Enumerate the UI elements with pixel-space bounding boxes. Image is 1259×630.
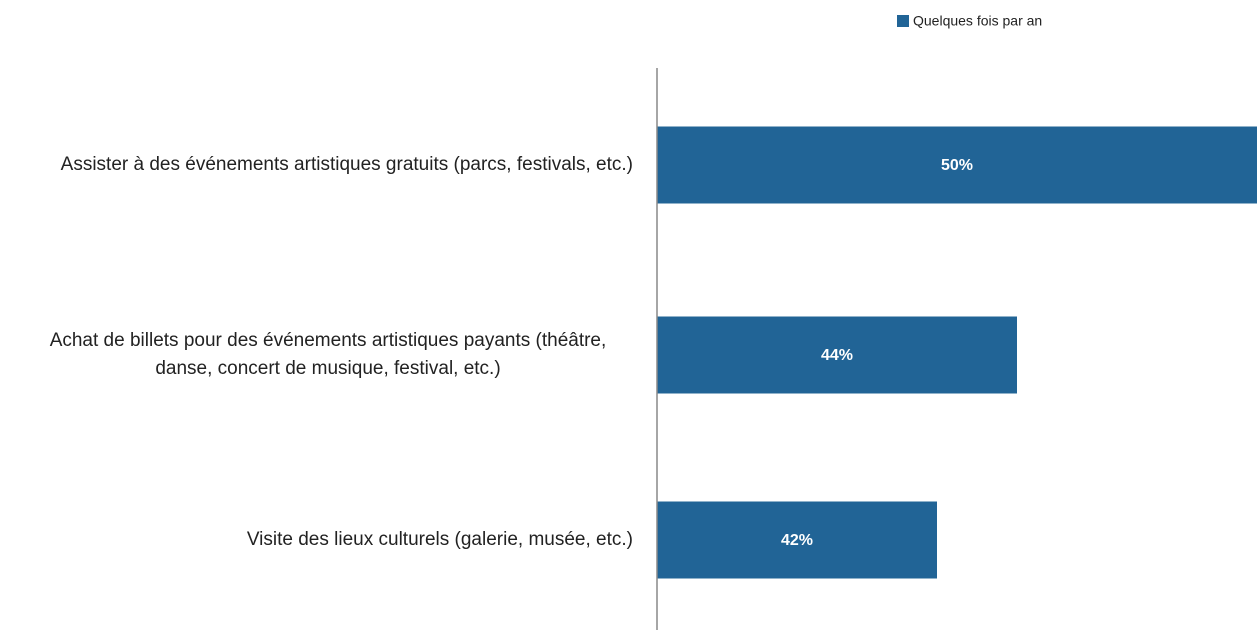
legend-swatch [897,15,909,27]
value-label: 50% [941,157,973,174]
category-label: Visite des lieux culturels (galerie, mus… [246,529,633,550]
legend-label: Quelques fois par an [913,13,1042,29]
category-label: Assister à des événements artistiques gr… [60,154,633,175]
category-label: Achat de billets pour des événements art… [49,330,607,379]
bar [657,126,1257,204]
value-label: 44% [821,347,853,364]
value-label: 42% [781,532,813,549]
bar [657,316,1017,394]
bar [657,501,937,579]
